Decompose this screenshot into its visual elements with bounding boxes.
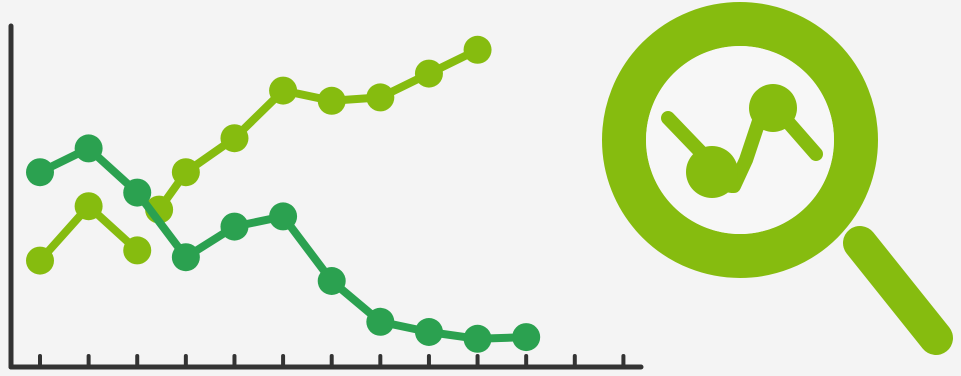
series-1 — [26, 35, 492, 275]
series-2 — [26, 134, 541, 353]
data-point — [171, 243, 200, 272]
data-point — [512, 323, 541, 352]
data-point — [366, 83, 395, 112]
data-point — [317, 86, 346, 115]
data-point — [317, 267, 346, 295]
data-point — [463, 324, 492, 353]
axes — [8, 23, 644, 370]
series-layer — [26, 35, 541, 353]
data-point — [123, 236, 152, 265]
data-point — [74, 192, 103, 221]
magnifier-handle — [843, 226, 953, 355]
data-point — [123, 178, 152, 207]
magnified-point — [749, 84, 797, 132]
data-point — [269, 202, 298, 231]
data-point — [220, 212, 249, 241]
data-point — [220, 124, 249, 153]
data-point — [366, 307, 395, 336]
data-point — [414, 318, 443, 346]
magnified-point — [686, 146, 738, 198]
data-point — [26, 246, 54, 275]
data-point — [26, 158, 54, 187]
data-point — [463, 35, 492, 64]
data-point — [269, 76, 298, 105]
data-point — [74, 134, 103, 163]
data-point — [414, 59, 443, 88]
magnifier-icon — [602, 2, 953, 355]
data-point — [171, 158, 200, 187]
magnifier-lens-ring — [602, 2, 878, 278]
series-line — [36, 144, 531, 343]
